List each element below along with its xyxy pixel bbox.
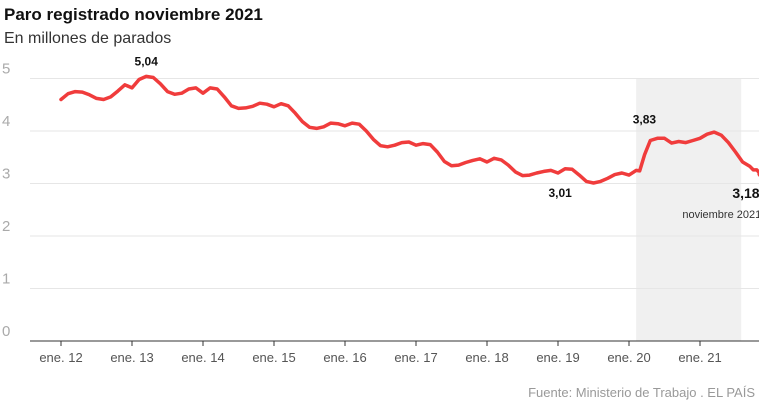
x-axis-ticks: ene. 12 ene. 13 ene. 14 ene. 15 ene. 16 ene. …	[39, 341, 722, 365]
annotations: 5,04 3,01 3,83 3,18 noviembre 2021	[135, 54, 759, 221]
x-tick-label: ene. 14	[181, 350, 224, 365]
data-label: 3,01	[549, 186, 573, 200]
y-tick-label: 5	[2, 61, 10, 78]
chart-subtitle: En millones de parados	[4, 30, 172, 47]
y-tick-label: 2	[2, 218, 10, 235]
shaded-period	[636, 78, 742, 341]
y-tick-label: 4	[2, 113, 10, 130]
y-axis-ticks: 0 1 2 3 4 5	[2, 61, 10, 341]
y-tick-label: 0	[2, 323, 10, 340]
data-label: 3,18	[732, 185, 759, 201]
x-tick-label: ene. 15	[252, 350, 295, 365]
x-tick-label: ene. 16	[323, 350, 366, 365]
chart-title: Paro registrado noviembre 2021	[4, 5, 263, 24]
x-tick-label: ene. 13	[110, 350, 153, 365]
data-label: 3,83	[633, 112, 657, 126]
y-tick-label: 1	[2, 271, 10, 288]
x-tick-label: ene. 17	[394, 350, 437, 365]
shaded-range	[636, 78, 742, 341]
series-path	[59, 74, 759, 185]
source-note: Fuente: Ministerio de Trabajo . EL PAÍS	[528, 385, 755, 400]
x-tick-label: ene. 19	[536, 350, 579, 365]
x-tick-label: ene. 18	[465, 350, 508, 365]
x-tick-label: ene. 20	[607, 350, 650, 365]
data-label: 5,04	[135, 54, 159, 68]
x-tick-label: ene. 12	[39, 350, 82, 365]
x-tick-label: ene. 21	[678, 350, 721, 365]
y-tick-label: 3	[2, 166, 10, 183]
data-label: noviembre 2021	[682, 209, 759, 221]
